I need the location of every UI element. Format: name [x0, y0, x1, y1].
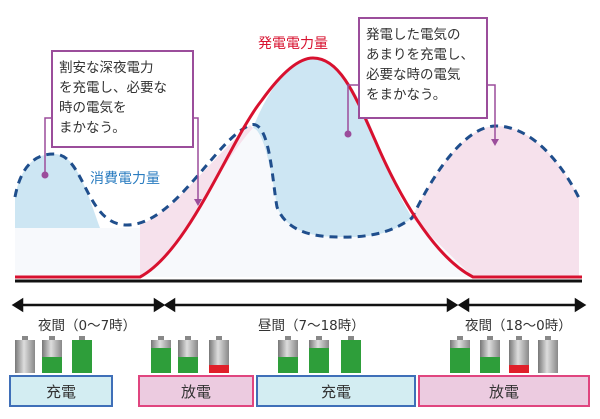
callout-line: を充電し、必要な	[59, 80, 167, 96]
battery-icon	[309, 336, 329, 373]
callout-line: 割安な深夜電力	[59, 60, 154, 76]
day-base-area	[140, 128, 473, 277]
callout-dot	[41, 171, 49, 179]
battery-level	[480, 356, 500, 373]
mode-charge: 充電	[256, 375, 416, 407]
consumption-curve	[13, 123, 581, 239]
generation-label: 発電電力量	[258, 36, 328, 52]
battery-icon	[538, 336, 558, 373]
mode-discharge: 放電	[418, 375, 590, 407]
period-day: 昼間（7〜18時）	[258, 318, 365, 334]
battery-icon	[341, 336, 361, 373]
callout-line: 発電した電気の	[366, 27, 461, 43]
period-night-early: 夜間（0〜7時）	[38, 318, 137, 334]
generation-curve	[15, 56, 582, 279]
battery-icon	[178, 336, 198, 373]
mode-discharge: 放電	[138, 375, 254, 407]
callout-night-charge: 割安な深夜電力 を充電し、必要な 時の電気を まかなう。	[51, 50, 194, 148]
battery-icon	[278, 336, 298, 373]
callout-line: あまりを充電し、	[366, 47, 474, 63]
battery-level	[450, 348, 470, 373]
battery-icon	[480, 336, 500, 373]
battery-level	[72, 340, 92, 373]
night-charge-area	[15, 154, 100, 228]
battery-icon	[509, 336, 529, 373]
callout-dot	[344, 130, 352, 138]
battery-level	[209, 364, 229, 373]
callout-arrow	[194, 199, 202, 206]
evening-discharge-area	[412, 126, 579, 277]
battery-level	[341, 340, 361, 373]
battery-level	[509, 364, 529, 373]
period-night-late: 夜間（18〜0時）	[465, 318, 572, 334]
battery-level	[309, 348, 329, 373]
consumption-label: 消費電力量	[90, 171, 160, 187]
callout-line: をまかなう。	[366, 87, 447, 103]
callout-arrow	[491, 139, 499, 146]
callout-line: 時の電気を	[59, 100, 127, 116]
battery-level	[151, 348, 171, 373]
callout-day-surplus: 発電した電気の あまりを充電し、 必要な時の電気 をまかなう。	[358, 17, 488, 119]
battery-icon	[151, 336, 171, 373]
day-charge-area	[253, 58, 412, 238]
battery-level	[278, 356, 298, 373]
battery-level	[42, 356, 62, 373]
period-arrows	[11, 297, 587, 313]
callout-line: 必要な時の電気	[366, 67, 461, 83]
battery-icon	[15, 336, 35, 373]
battery-level	[178, 356, 198, 373]
callout-connectors	[44, 84, 496, 200]
battery-icon	[42, 336, 62, 373]
battery-icon	[209, 336, 229, 373]
callout-line: まかなう。	[59, 120, 126, 136]
mode-charge: 充電	[9, 375, 113, 407]
night-base-area	[15, 228, 140, 278]
battery-icon	[450, 336, 470, 373]
battery-icon	[72, 336, 92, 373]
